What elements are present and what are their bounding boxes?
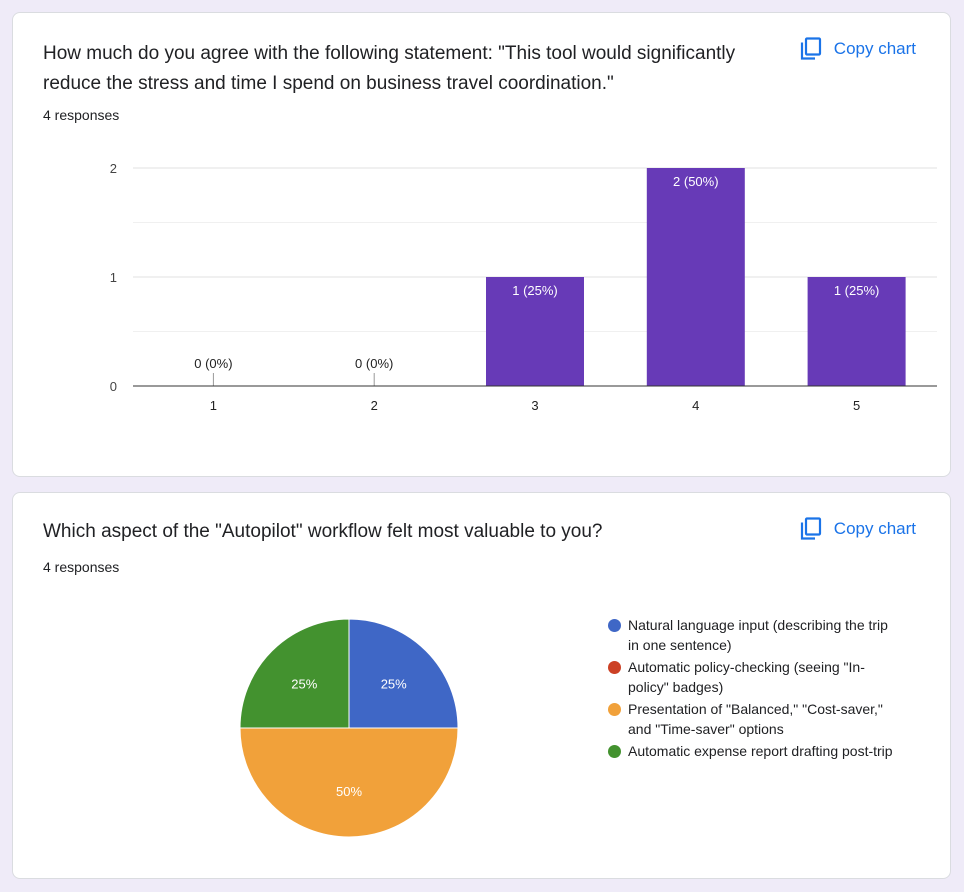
legend-swatch [608,619,621,632]
copy-chart-button[interactable]: Copy chart [800,517,916,541]
x-tick-label: 4 [692,398,699,413]
bar[interactable] [807,277,906,386]
copy-icon [800,37,822,61]
bar-chart: 0 1 2 0 (0%) 1 0 (0%) 2 1 (25%) 3 2 (50%) 4 1 (25%)… [110,161,937,413]
pie-legend: Natural language input (describing the t… [608,615,898,763]
question-title: How much do you agree with the following… [43,43,736,94]
legend-swatch [608,661,621,674]
response-count: 4 responses [43,559,120,575]
legend-item[interactable]: Automatic policy-checking (seeing "In-po… [608,657,898,697]
legend-item[interactable]: Automatic expense report drafting post-t… [608,741,898,761]
bar-value-label: 2 (50%) [673,174,719,189]
bar-value-label: 1 (25%) [834,283,880,298]
copy-chart-label: Copy chart [833,39,916,58]
copy-chart-button[interactable]: Copy chart [800,37,916,61]
copy-chart-label: Copy chart [833,519,916,538]
legend-item[interactable]: Natural language input (describing the t… [608,615,898,655]
legend-label: Natural language input (describing the t… [628,617,888,653]
x-tick-label: 3 [531,398,538,413]
question-card-agreement: How much do you agree with the following… [12,12,951,477]
pie-slice-label: 25% [291,676,317,691]
bar[interactable] [486,277,584,386]
y-tick-label: 1 [110,270,117,285]
legend-swatch [608,703,621,716]
pie-slice[interactable] [239,618,350,729]
question-title: Which aspect of the "Autopilot" workflow… [43,521,603,542]
y-tick-label: 2 [110,161,117,176]
pie-chart: 25% 50% 25% [239,618,459,838]
x-tick-label: 1 [210,398,217,413]
bar-value-label: 0 (0%) [194,356,232,371]
bar[interactable] [646,168,745,386]
pie-slice[interactable] [348,618,459,729]
question-card-valuable-aspect: Which aspect of the "Autopilot" workflow… [12,492,951,879]
x-tick-label: 5 [853,398,860,413]
legend-label: Presentation of "Balanced," "Cost-saver,… [628,701,883,737]
bar-value-label: 0 (0%) [355,356,393,371]
pie-slice-label: 50% [336,784,362,799]
copy-icon [800,517,822,541]
legend-item[interactable]: Presentation of "Balanced," "Cost-saver,… [608,699,898,739]
legend-swatch [608,745,621,758]
legend-label: Automatic expense report drafting post-t… [628,743,893,759]
bar-value-label: 1 (25%) [512,283,558,298]
legend-label: Automatic policy-checking (seeing "In-po… [628,659,865,695]
pie-slice[interactable] [239,727,459,838]
pie-slice-label: 25% [381,676,407,691]
response-count: 4 responses [43,107,120,123]
x-tick-label: 2 [371,398,378,413]
y-tick-label: 0 [110,379,117,394]
